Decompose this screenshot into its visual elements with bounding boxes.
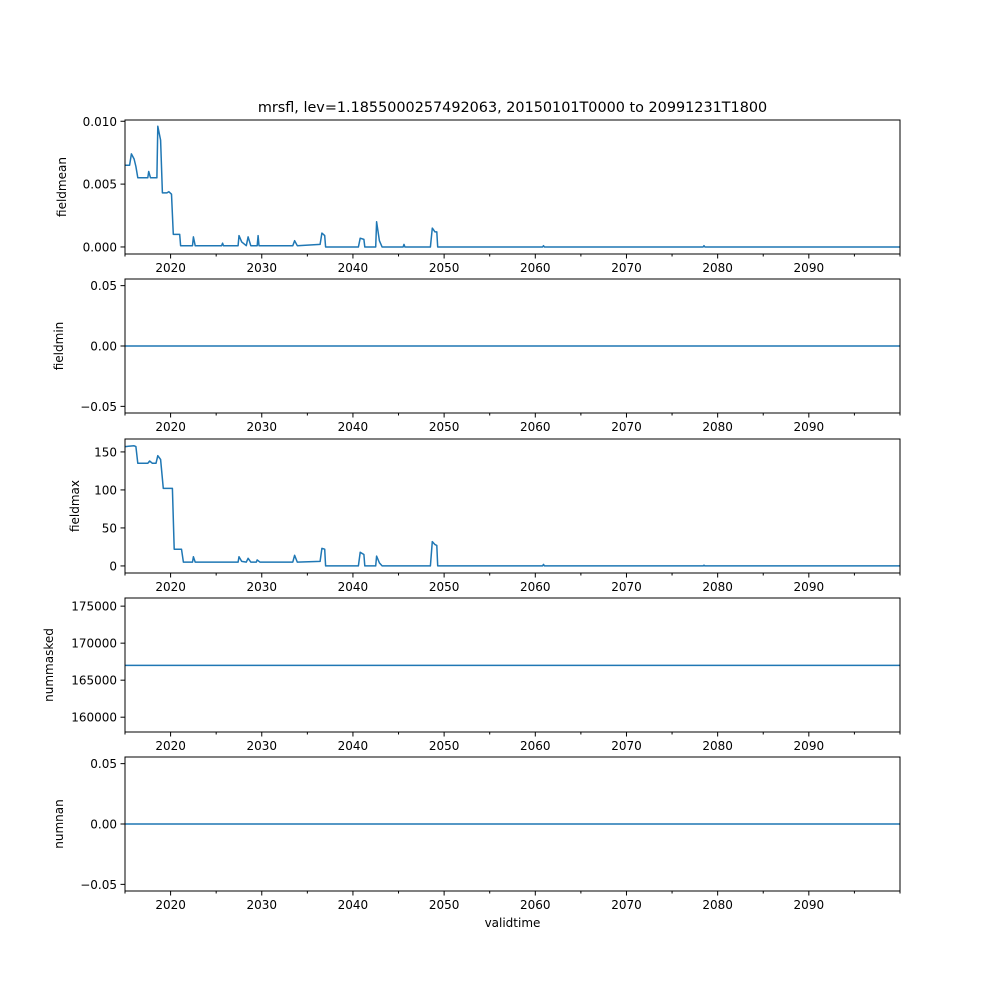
x-tick-label: 2040	[338, 420, 369, 434]
y-tick-label: 0	[109, 559, 117, 573]
x-tick-label: 2080	[702, 580, 733, 594]
y-tick-label: 175000	[71, 600, 117, 614]
y-axis-label: fieldmean	[55, 157, 69, 217]
x-tick-label: 2030	[246, 739, 277, 753]
chart-title: mrsfl, lev=1.1855000257492063, 20150101T…	[258, 100, 767, 116]
x-tick-label: 2040	[338, 898, 369, 912]
y-axis-label: fieldmax	[68, 480, 82, 532]
axes-frame	[124, 597, 901, 733]
x-tick-label: 2070	[611, 580, 642, 594]
y-tick-label: 100	[94, 483, 117, 497]
x-tick-label: 2020	[155, 420, 186, 434]
subplot-4: 2020 2030 2040 2050 2060 2070 2080 2090 160000 16…	[42, 597, 901, 753]
x-tick-label: 2030	[246, 898, 277, 912]
x-tick-label: 2040	[338, 580, 369, 594]
x-tick-label: 2050	[429, 580, 460, 594]
x-tick-label: 2070	[611, 261, 642, 275]
x-tick-label: 2060	[520, 739, 551, 753]
x-tick-label: 2080	[702, 898, 733, 912]
x-tick-label: 2070	[611, 420, 642, 434]
x-tick-label: 2020	[155, 739, 186, 753]
axes-frame	[124, 438, 901, 574]
y-tick-label: 170000	[71, 637, 117, 651]
x-tick-label: 2080	[702, 420, 733, 434]
x-tick-label: 2040	[338, 739, 369, 753]
series-line-fieldmax	[124, 445, 900, 567]
x-tick-label: 2090	[794, 739, 825, 753]
y-tick-label: −0.05	[80, 878, 117, 892]
x-tick-label: 2060	[520, 261, 551, 275]
x-tick-label: 2050	[429, 420, 460, 434]
subplot-2: 2020 2030 2040 2050 2060 2070 2080 2090 −0.05 0.0…	[52, 278, 901, 434]
x-tick-label: 2050	[429, 739, 460, 753]
y-tick-label: 0.000	[83, 240, 117, 254]
subplot-3: 2020 2030 2040 2050 2060 2070 2080 2090 0 50 100 15…	[68, 438, 901, 594]
y-axis-label: nummasked	[42, 628, 56, 702]
y-tick-label: 0.010	[83, 115, 117, 129]
x-tick-label: 2070	[611, 898, 642, 912]
x-tick-label: 2070	[611, 739, 642, 753]
x-tick-label: 2090	[794, 420, 825, 434]
x-tick-label: 2090	[794, 261, 825, 275]
x-tick-label: 2090	[794, 898, 825, 912]
x-tick-label: 2080	[702, 261, 733, 275]
y-tick-label: 0.00	[90, 340, 117, 354]
x-tick-label: 2060	[520, 420, 551, 434]
y-axis-label: fieldmin	[52, 322, 66, 371]
x-tick-label: 2020	[155, 580, 186, 594]
axes-frame	[124, 119, 901, 255]
x-axis-label: validtime	[485, 916, 541, 930]
x-tick-label: 2050	[429, 261, 460, 275]
x-tick-label: 2090	[794, 580, 825, 594]
x-tick-label: 2040	[338, 261, 369, 275]
y-tick-label: 0.05	[90, 757, 117, 771]
x-tick-label: 2030	[246, 420, 277, 434]
x-tick-label: 2080	[702, 739, 733, 753]
x-tick-label: 2030	[246, 580, 277, 594]
x-tick-label: 2030	[246, 261, 277, 275]
x-tick-label: 2060	[520, 580, 551, 594]
y-axis-label: numnan	[52, 799, 66, 848]
y-tick-label: 165000	[71, 674, 117, 688]
y-tick-label: 50	[102, 521, 117, 535]
y-tick-label: 0.05	[90, 279, 117, 293]
subplot-1: 2020 2030 2040 2050 2060 2070 2080 2090 0.000 0.0…	[55, 100, 901, 275]
x-tick-label: 2020	[155, 261, 186, 275]
y-tick-label: −0.05	[80, 400, 117, 414]
x-tick-label: 2050	[429, 898, 460, 912]
y-tick-label: 0.00	[90, 818, 117, 832]
series-line-fieldmean	[125, 125, 900, 248]
x-tick-label: 2020	[155, 898, 186, 912]
subplot-5: 2020 2030 2040 2050 2060 2070 2080 2090 −0.05 0.0…	[52, 756, 901, 930]
x-tick-label: 2060	[520, 898, 551, 912]
y-tick-label: 150	[94, 445, 117, 459]
y-tick-label: 160000	[71, 711, 117, 725]
y-tick-label: 0.005	[83, 178, 117, 192]
